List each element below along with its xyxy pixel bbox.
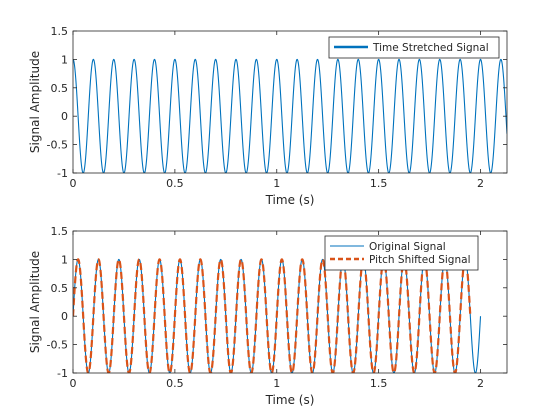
x-axis-label: Time (s) (265, 393, 315, 407)
x-tick-label: 0.5 (166, 377, 184, 390)
y-tick-label: 1.5 (51, 225, 69, 238)
y-tick-label: 0 (61, 310, 68, 323)
y-tick-label: 0 (61, 110, 68, 123)
legend-label: Pitch Shifted Signal (369, 254, 470, 266)
y-tick-label: 1.5 (51, 25, 69, 38)
y-tick-label: 1 (61, 253, 68, 266)
legend-label: Original Signal (369, 241, 446, 253)
legend: Time Stretched Signal (328, 36, 500, 59)
y-tick-label: 1 (61, 53, 68, 66)
x-tick-label: 0 (70, 377, 77, 390)
axes-box (72, 30, 508, 174)
x-tick-label: 1.5 (370, 177, 388, 190)
legend-box (324, 235, 479, 271)
x-axis-label: Time (s) (265, 193, 315, 207)
legend-label: Time Stretched Signal (372, 42, 489, 54)
axes-1: 0 0.5 1 1.5 2 -1 -0.5 0 0.5 1 1.5 Time (s) Signal Am… (28, 25, 508, 207)
y-tick-label: 0.5 (51, 282, 69, 295)
axes-box (72, 230, 508, 374)
y-tick-label: -1 (57, 167, 68, 180)
y-tick-label: -0.5 (47, 139, 68, 152)
axes-2: 0 0.5 1 1.5 2 -1 -0.5 0 0.5 1 1.5 Time (s) Signal Am… (28, 225, 508, 407)
x-tick-label: 0.5 (166, 177, 184, 190)
x-tick-label: 2 (477, 377, 484, 390)
y-tick-label: -1 (57, 367, 68, 380)
x-tick-label: 1.5 (370, 377, 388, 390)
y-axis-label: Signal Amplitude (28, 51, 42, 153)
x-tick-label: 0 (70, 177, 77, 190)
x-tick-label: 2 (477, 177, 484, 190)
y-tick-label: -0.5 (47, 339, 68, 352)
legend-box (328, 36, 500, 59)
y-axis-label: Signal Amplitude (28, 251, 42, 353)
series-line-1 (73, 58, 507, 173)
x-tick-label: 1 (273, 377, 280, 390)
y-tick-label: 0.5 (51, 82, 69, 95)
x-tick-label: 1 (273, 177, 280, 190)
